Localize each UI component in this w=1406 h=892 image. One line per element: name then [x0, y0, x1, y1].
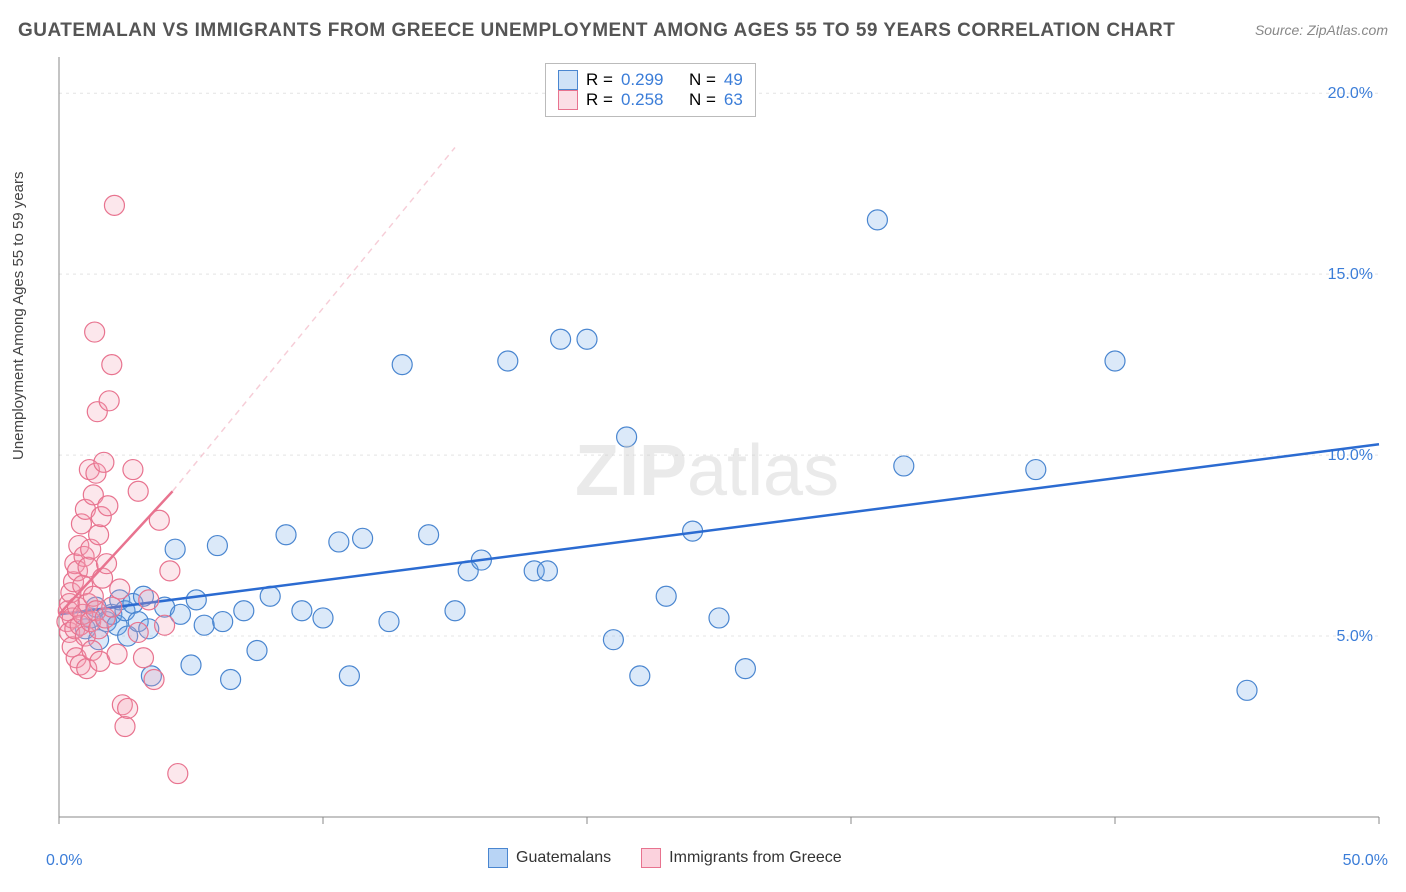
legend-swatch-icon: [641, 848, 661, 868]
n-value-2: 63: [724, 90, 743, 110]
legend-swatch-icon: [558, 70, 578, 90]
n-label: N =: [689, 90, 716, 110]
legend-item-1: Guatemalans: [488, 848, 611, 868]
chart-svg: 5.0%10.0%15.0%20.0%: [51, 57, 1390, 827]
legend-stats-row-1: R = 0.299 N = 49: [558, 70, 743, 90]
legend-swatch-icon: [558, 90, 578, 110]
source-attribution: Source: ZipAtlas.com: [1255, 22, 1388, 38]
scatter-chart: 5.0%10.0%15.0%20.0%: [51, 57, 1390, 827]
r-label: R =: [586, 70, 613, 90]
r-value-1: 0.299: [621, 70, 664, 90]
n-label: N =: [689, 70, 716, 90]
legend-item-2: Immigrants from Greece: [641, 848, 841, 868]
legend-bottom: Guatemalans Immigrants from Greece: [488, 848, 842, 868]
svg-text:15.0%: 15.0%: [1328, 266, 1373, 283]
y-axis-label: Unemployment Among Ages 55 to 59 years: [10, 171, 27, 460]
svg-text:20.0%: 20.0%: [1328, 85, 1373, 102]
r-label: R =: [586, 90, 613, 110]
legend-stats-row-2: R = 0.258 N = 63: [558, 90, 743, 110]
x-axis-end-label: 50.0%: [1343, 852, 1388, 870]
r-value-2: 0.258: [621, 90, 664, 110]
legend-label-1: Guatemalans: [516, 849, 611, 867]
x-axis-origin-label: 0.0%: [46, 852, 82, 870]
legend-label-2: Immigrants from Greece: [669, 849, 841, 867]
legend-stats: R = 0.299 N = 49 R = 0.258 N = 63: [545, 63, 756, 117]
chart-title: GUATEMALAN VS IMMIGRANTS FROM GREECE UNE…: [18, 20, 1175, 42]
legend-swatch-icon: [488, 848, 508, 868]
svg-text:5.0%: 5.0%: [1337, 628, 1373, 645]
n-value-1: 49: [724, 70, 743, 90]
